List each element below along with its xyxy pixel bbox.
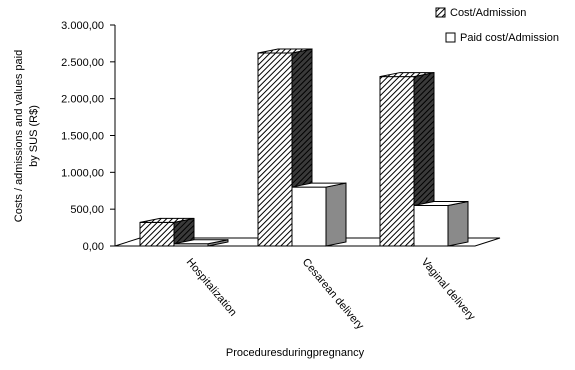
y-axis-title-line1: Costs / admissions and values paid	[13, 50, 25, 222]
bar-top	[379, 72, 435, 78]
bar-cost-1	[257, 48, 313, 247]
y-tick-label: 3.000,00	[61, 20, 104, 32]
category-label: Hospitalization	[184, 256, 239, 319]
x-axis-floor	[114, 237, 501, 247]
bar-side	[325, 182, 347, 247]
legend-label-cost-admission: Cost/Admission	[450, 7, 526, 19]
bar-paid-2	[413, 200, 469, 247]
x-axis-title: Proceduresduringpregnancy	[226, 347, 365, 359]
legend: Cost/Admission Paid cost/Admission	[435, 7, 559, 44]
legend-label-paid-cost-admission: Paid cost/Admission	[460, 32, 559, 44]
bar-front	[379, 76, 415, 247]
bar-top	[291, 182, 347, 188]
bar-top	[257, 48, 313, 54]
bar-front	[257, 52, 293, 247]
bar-top	[173, 239, 229, 245]
bar-paid-0	[173, 239, 229, 247]
category-label: Vaginal delivery	[419, 256, 478, 323]
legend-swatch-cost-admission	[435, 7, 446, 18]
bar-cost-0	[139, 217, 195, 247]
y-tick-label: 0,00	[83, 241, 104, 253]
category-labels: Hospitalization Cesarean delivery Vaginal …	[184, 256, 478, 332]
y-tick-label: 1.500,00	[61, 131, 104, 143]
y-tick-label: 1.000,00	[61, 167, 104, 179]
y-ticks: 0,00 500,00 1.000,00 1.500,00 2.000,00 2.500,…	[61, 20, 115, 253]
category-label: Cesarean delivery	[300, 256, 367, 332]
y-tick-label: 500,00	[70, 204, 104, 216]
bar-side	[447, 200, 469, 247]
legend-swatch-paid-cost-admission	[445, 32, 456, 43]
y-tick-label: 2.500,00	[61, 57, 104, 69]
bar-front	[139, 221, 175, 247]
y-axis-title-line2: by SUS (R$)	[28, 105, 40, 167]
bars	[139, 48, 469, 247]
bar-top	[139, 217, 195, 223]
bar-paid-1	[291, 182, 347, 247]
bar-front	[291, 186, 327, 247]
bar-top	[413, 200, 469, 206]
bar-front	[413, 204, 449, 247]
y-tick-label: 2.000,00	[61, 94, 104, 106]
